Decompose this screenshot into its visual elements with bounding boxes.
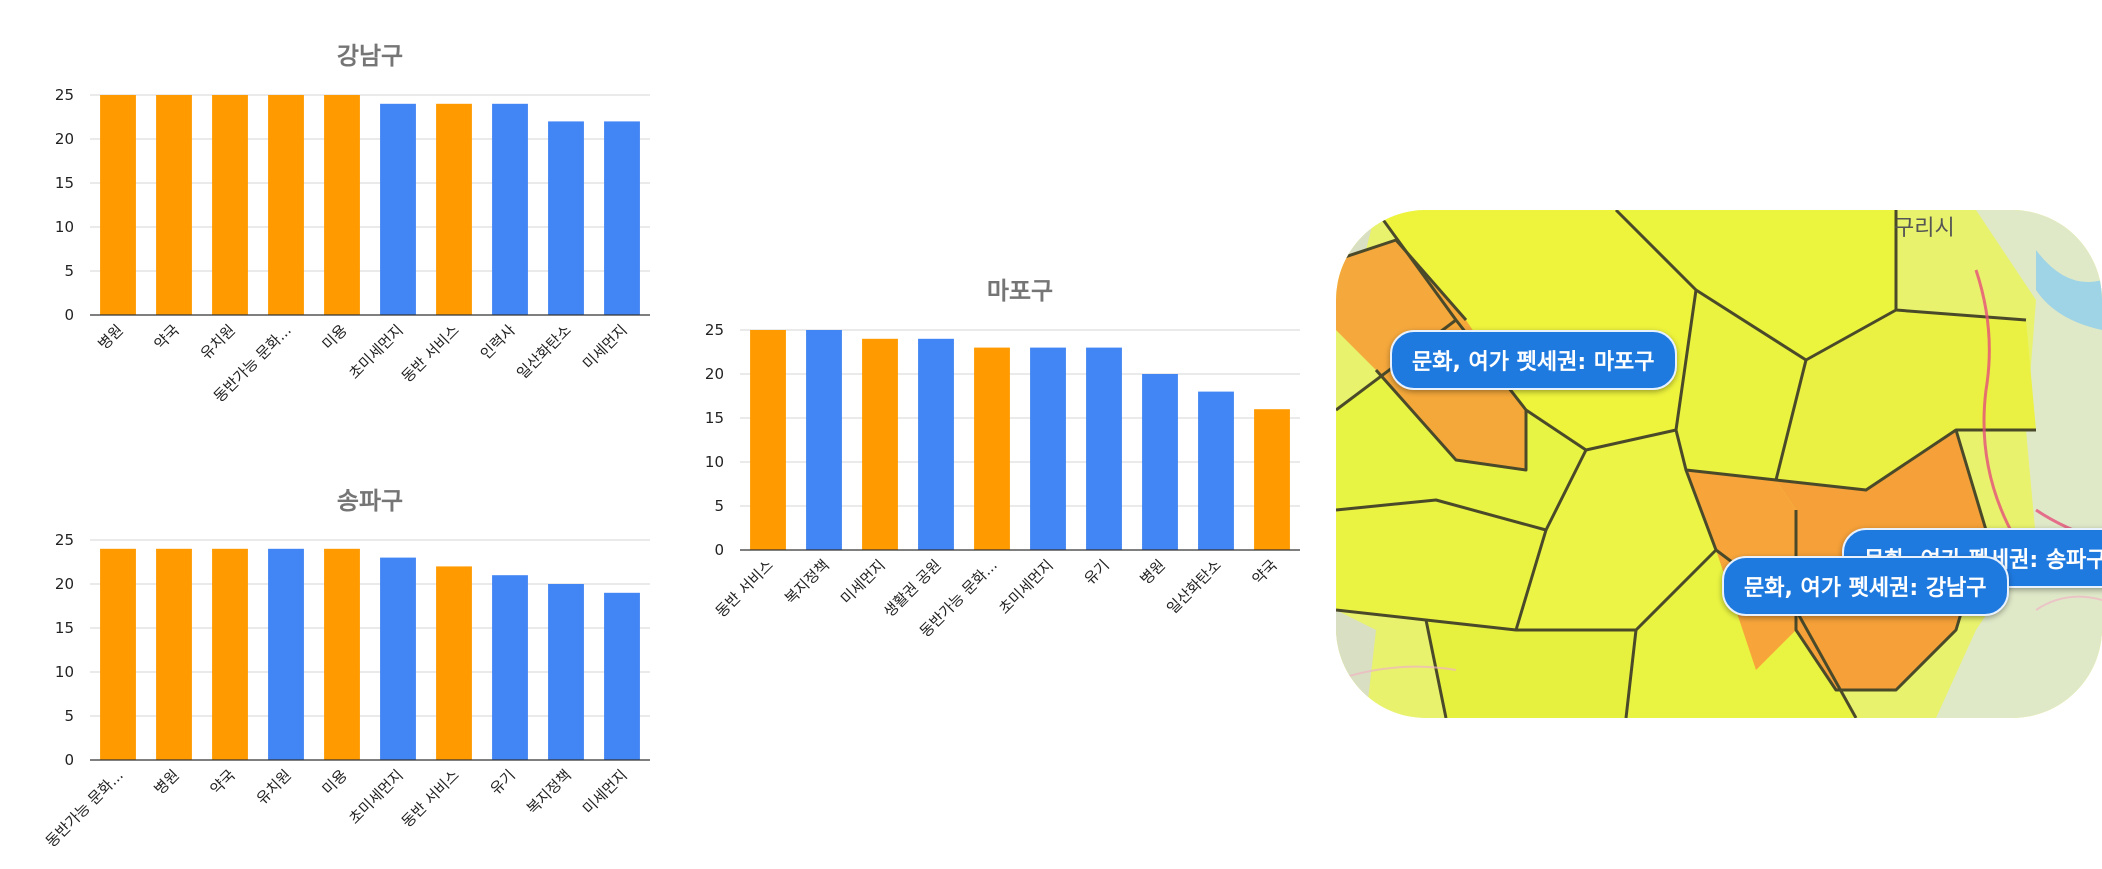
bar xyxy=(1254,409,1290,550)
y-tick-label: 25 xyxy=(705,321,724,339)
bar xyxy=(604,592,640,760)
map-regions xyxy=(1336,210,2102,718)
bar xyxy=(604,121,640,316)
x-category-label: 유치원 xyxy=(197,321,239,363)
y-tick-label: 10 xyxy=(55,663,74,681)
x-category-label: 미용 xyxy=(319,321,351,353)
bar xyxy=(974,347,1010,550)
y-tick-label: 0 xyxy=(714,541,724,559)
y-tick-label: 0 xyxy=(64,306,74,324)
bar xyxy=(1086,347,1122,550)
chart-title: 마포구 xyxy=(987,277,1053,305)
bar xyxy=(156,548,192,760)
chart-title: 강남구 xyxy=(337,42,403,70)
x-category-label: 약국 xyxy=(207,766,239,798)
bar xyxy=(548,584,584,760)
x-category-label: 일산화탄소 xyxy=(513,321,575,383)
y-tick-label: 20 xyxy=(705,365,724,383)
x-category-label: 동반가능 문화... xyxy=(42,766,127,851)
bar xyxy=(750,330,786,550)
y-tick-label: 15 xyxy=(55,619,74,637)
x-category-label: 초미세먼지 xyxy=(995,556,1057,618)
x-category-label: 일산화탄소 xyxy=(1163,556,1225,618)
x-category-label: 미세먼지 xyxy=(837,556,889,608)
bar xyxy=(436,566,472,760)
bar xyxy=(100,548,136,760)
map-label-mapo[interactable]: 문화, 여가 펫세권: 마포구 xyxy=(1390,330,1677,390)
x-category-label: 미세먼지 xyxy=(579,321,631,373)
x-category-label: 미용 xyxy=(319,766,351,798)
x-category-label: 약국 xyxy=(151,321,183,353)
bar xyxy=(212,548,248,760)
y-tick-label: 5 xyxy=(64,262,74,280)
chart-mapo: 마포구 0 5 10 15 20 25 동반 서비스 복지정책 미세먼지 생활권 공원 동반가능 문화… xyxy=(700,265,1330,645)
bar xyxy=(1030,347,1066,550)
y-tick-label: 10 xyxy=(705,453,724,471)
x-category-label: 복지정책 xyxy=(781,556,833,608)
bar xyxy=(324,95,360,315)
district-map: 구리시 문화, 여가 펫세권: 마포구 문화, 여가 펫세권: 송파구 문화, … xyxy=(1336,210,2102,718)
x-category-label: 병원 xyxy=(151,766,183,798)
bar xyxy=(862,338,898,550)
y-tick-label: 5 xyxy=(714,497,724,515)
x-category-label: 복지정책 xyxy=(523,766,575,818)
chart-songpa: 송파구 0 5 10 15 20 25 동반가능 문화... 병원 약국 유치원 미용 초미세먼지 동반 … xyxy=(42,475,680,865)
map-place-guri: 구리시 xyxy=(1894,216,1955,241)
bar xyxy=(324,548,360,760)
bar xyxy=(806,330,842,550)
y-tick-label: 25 xyxy=(55,86,74,104)
bar xyxy=(436,103,472,315)
bar xyxy=(380,103,416,315)
x-category-label: 병원 xyxy=(95,321,127,353)
x-category-label: 동반 서비스 xyxy=(398,321,463,386)
x-category-label: 동반 서비스 xyxy=(398,766,463,831)
x-category-label: 유기 xyxy=(1081,556,1113,588)
map-label-gangnam[interactable]: 문화, 여가 펫세권: 강남구 xyxy=(1722,556,2009,616)
bar xyxy=(918,338,954,550)
x-category-label: 유기 xyxy=(487,766,519,798)
bar xyxy=(1198,391,1234,550)
x-category-label: 미세먼지 xyxy=(579,766,631,818)
y-tick-label: 20 xyxy=(55,130,74,148)
bar xyxy=(492,575,528,760)
bar xyxy=(492,103,528,315)
chart-title: 송파구 xyxy=(337,487,403,515)
x-category-label: 동반 서비스 xyxy=(712,556,777,621)
y-tick-label: 15 xyxy=(55,174,74,192)
y-tick-label: 25 xyxy=(55,531,74,549)
y-tick-label: 0 xyxy=(64,751,74,769)
bar xyxy=(380,557,416,760)
x-category-label: 약국 xyxy=(1249,556,1281,588)
bar xyxy=(156,95,192,315)
bar xyxy=(268,548,304,760)
bar xyxy=(268,95,304,315)
y-tick-label: 5 xyxy=(64,707,74,725)
bar xyxy=(1142,374,1178,550)
y-tick-label: 10 xyxy=(55,218,74,236)
bar xyxy=(212,95,248,315)
chart-gangnam: 강남구 0 5 10 15 20 25 병원 약국 유치원 동반가능 문화... 미용 초미세먼지 동반 … xyxy=(50,30,680,406)
bar xyxy=(100,95,136,315)
bar xyxy=(548,121,584,316)
y-tick-label: 20 xyxy=(55,575,74,593)
x-category-label: 병원 xyxy=(1137,556,1169,588)
x-category-label: 인력사 xyxy=(477,321,519,363)
y-tick-label: 15 xyxy=(705,409,724,427)
x-category-label: 유치원 xyxy=(253,766,295,808)
